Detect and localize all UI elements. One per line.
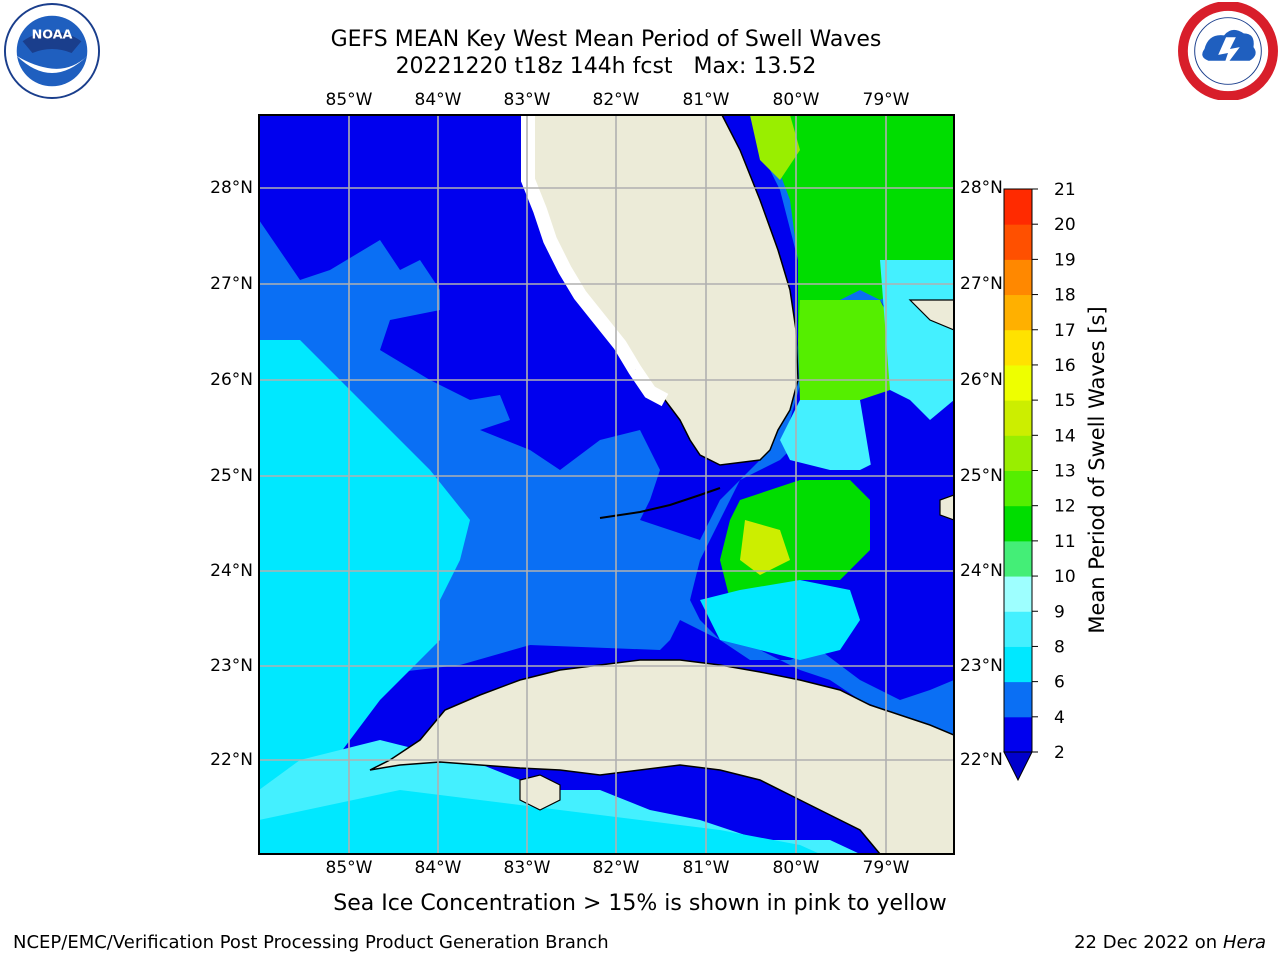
lon-label-bottom: 85°W — [325, 858, 373, 878]
lon-label-bottom: 81°W — [682, 858, 730, 878]
colorbar-swatch — [1004, 400, 1032, 436]
colorbar-tick-label: 19 — [1054, 250, 1076, 270]
colorbar-swatch — [1004, 259, 1032, 296]
colorbar-tick-label: 13 — [1054, 462, 1076, 482]
colorbar-tick-label: 2 — [1054, 743, 1065, 763]
nws-logo — [1178, 2, 1278, 100]
field-4-6-straits — [700, 580, 860, 660]
colorbar-tick-label: 12 — [1054, 497, 1076, 517]
lat-label-right: 22°N — [960, 750, 1003, 770]
field-4-6-south — [259, 790, 820, 854]
colorbar-extend-min — [1003, 751, 1033, 782]
field-4-6 — [259, 340, 470, 790]
footer-branch: NCEP/EMC/Verification Post Processing Pr… — [13, 932, 609, 953]
max-label: Max: 13.52 — [693, 54, 817, 79]
lat-label-right: 28°N — [960, 178, 1003, 198]
colorbar-tick-label: 10 — [1054, 567, 1076, 587]
lon-label-top: 80°W — [772, 90, 820, 110]
colorbar-tick-label: 9 — [1054, 602, 1065, 622]
colorbar-label: Mean Period of Swell Waves [s] — [1085, 306, 1109, 634]
colorbar-swatch — [1004, 329, 1032, 366]
footer-date: 22 Dec 2022 on Hera — [1074, 932, 1266, 953]
noaa-text: NOAA — [32, 27, 73, 42]
colorbar-tick-label: 16 — [1054, 356, 1076, 376]
colorbar-swatch — [1004, 294, 1032, 331]
lat-label-right: 27°N — [960, 274, 1003, 294]
lat-label-right: 24°N — [960, 561, 1003, 581]
run-label: 20221220 t18z 144h fcst — [395, 54, 673, 79]
colorbar-tick-label: 6 — [1054, 673, 1065, 693]
noaa-logo: NOAA — [3, 2, 101, 100]
colorbar-swatch — [1004, 716, 1032, 753]
lon-label-top: 83°W — [503, 90, 551, 110]
lon-label-bottom: 80°W — [772, 858, 820, 878]
chart-title: GEFS MEAN Key West Mean Period of Swell … — [330, 27, 882, 52]
colorbar-swatch — [1004, 189, 1032, 225]
lat-label-left: 27°N — [210, 274, 253, 294]
map-field — [259, 115, 954, 854]
lat-label-left: 24°N — [210, 561, 253, 581]
colorbar-swatch — [1004, 611, 1032, 647]
lat-label-right: 26°N — [960, 370, 1003, 390]
field-lt2-bahamas — [860, 400, 954, 690]
colorbar: 21 20 19 18 17 16 15 14 13 12 11 10 9 8 6 4 2 — [1003, 180, 1076, 782]
gridlines — [259, 115, 954, 854]
colorbar-tick-label: 4 — [1054, 708, 1065, 728]
colorbar-tick-label: 11 — [1054, 532, 1076, 552]
lon-label-bottom: 82°W — [592, 858, 640, 878]
bahamas-land — [908, 299, 954, 331]
lat-label-left: 22°N — [210, 750, 253, 770]
lat-label-left: 28°N — [210, 178, 253, 198]
lon-label-top: 82°W — [592, 90, 640, 110]
lat-label-left: 23°N — [210, 656, 253, 676]
footer-date-text: 22 Dec 2022 on — [1074, 932, 1218, 953]
cuba-land — [369, 659, 954, 854]
colorbar-tick-label: 21 — [1054, 180, 1076, 200]
lat-label-right: 23°N — [960, 656, 1003, 676]
bahamas-south-land — [939, 494, 954, 521]
colorbar-swatch — [1004, 224, 1032, 260]
lon-label-top: 85°W — [325, 90, 373, 110]
field-6-8-central — [780, 400, 880, 470]
lon-label-top: 81°W — [682, 90, 730, 110]
colorbar-tick-label: 18 — [1054, 286, 1076, 306]
colorbar-swatch — [1004, 435, 1032, 471]
colorbar-tick-label: 15 — [1054, 391, 1076, 411]
sea-ice-note: Sea Ice Concentration > 15% is shown in … — [333, 891, 947, 916]
colorbar-tick-label: 20 — [1054, 215, 1076, 235]
lon-label-bottom: 79°W — [862, 858, 910, 878]
colorbar-swatch — [1004, 576, 1032, 612]
map-frame — [258, 114, 955, 855]
florida-mask — [521, 115, 669, 407]
lat-label-right: 25°N — [960, 466, 1003, 486]
lon-label-top: 79°W — [862, 90, 910, 110]
colorbar-tick-label: 8 — [1054, 637, 1065, 657]
lon-label-bottom: 84°W — [414, 858, 462, 878]
field-11-12 — [798, 300, 910, 410]
footer-host: Hera — [1222, 932, 1266, 953]
colorbar-swatch — [1004, 505, 1032, 542]
colorbar-swatch — [1004, 470, 1032, 507]
colorbar-swatch — [1004, 540, 1032, 577]
isla-juventud-land — [519, 774, 561, 811]
lat-label-left: 26°N — [210, 370, 253, 390]
lon-label-top: 84°W — [414, 90, 462, 110]
lat-label-left: 25°N — [210, 466, 253, 486]
lon-label-bottom: 83°W — [503, 858, 551, 878]
colorbar-swatch — [1004, 364, 1032, 401]
colorbar-tick-label: 17 — [1054, 321, 1076, 341]
field-12-13-straits — [740, 520, 790, 575]
colorbar-tick-label: 14 — [1054, 426, 1076, 446]
chart-subtitle: 20221220 t18z 144h fcst Max: 13.52 — [0, 54, 1212, 80]
colorbar-swatch — [1004, 646, 1032, 683]
colorbar-swatch — [1004, 681, 1032, 718]
field-12-13-north — [750, 115, 800, 180]
